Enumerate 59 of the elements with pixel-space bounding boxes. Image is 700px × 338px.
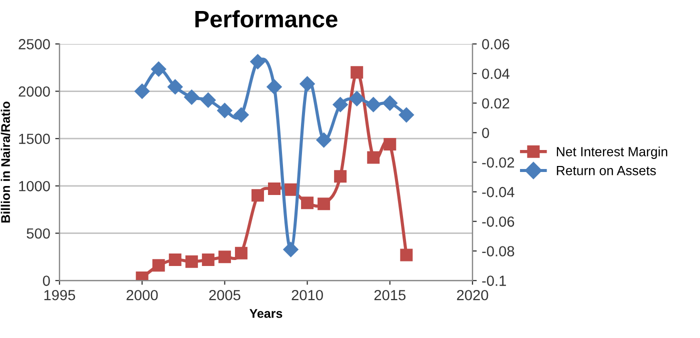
point [218,250,231,264]
legend-label: Net Interest Margin [556,146,668,159]
y2-tick-label: 0.06 [482,39,510,50]
point [134,84,150,99]
point [316,132,332,148]
point [168,253,182,266]
point [217,102,232,118]
point [367,151,380,164]
x-tick-label: 1995 [44,290,76,300]
point [382,96,398,111]
point [268,182,281,195]
y-axis-title: Billion in Naira/Ratio [0,102,10,223]
y2-tick-label: -0.04 [482,186,514,198]
point [185,255,198,268]
chart-title: Performance [195,10,338,28]
x-axis-title: Years [250,309,282,318]
point [266,79,282,94]
point [400,248,413,262]
x-tick-label: 2010 [292,290,323,300]
point [283,242,298,258]
y2-tick-label: -0.08 [482,246,514,256]
point [350,66,364,79]
point [151,62,166,77]
point [366,97,381,112]
point [152,259,165,272]
y2-tick-label: -0.06 [482,216,514,227]
y-tick-label: 1000 [19,181,50,192]
point [334,170,347,183]
y2-tick-label: 0.04 [482,68,510,79]
x-tick-label: 2015 [374,290,406,300]
legend-label: Return on Assets [556,166,656,176]
point [234,107,249,122]
x-tick-label: 2000 [126,290,158,300]
point [301,196,314,210]
point [200,92,216,108]
point [284,183,298,196]
point [184,90,200,105]
point [202,253,214,266]
point [300,76,315,92]
y2-tick-label: 0.02 [482,98,510,109]
point [250,54,266,70]
point [349,91,364,106]
point [318,198,330,210]
y-tick-label: 500 [26,228,50,239]
y-tick-label: 2500 [18,39,50,50]
y2-tick-label: -0.02 [482,157,514,168]
y2-tick-label: 0 [482,128,490,138]
point [168,79,183,94]
y-tick-label: 1500 [19,134,50,144]
point [251,189,264,202]
point [332,97,348,112]
point [234,246,248,260]
y2-tick-label: -0.1 [482,276,506,286]
x-tick-label: 2020 [457,290,488,300]
point [398,107,414,122]
y-tick-label: 0 [42,276,50,286]
x-tick-label: 2005 [209,290,240,300]
point [384,138,396,151]
y-tick-label: 2000 [18,86,50,97]
